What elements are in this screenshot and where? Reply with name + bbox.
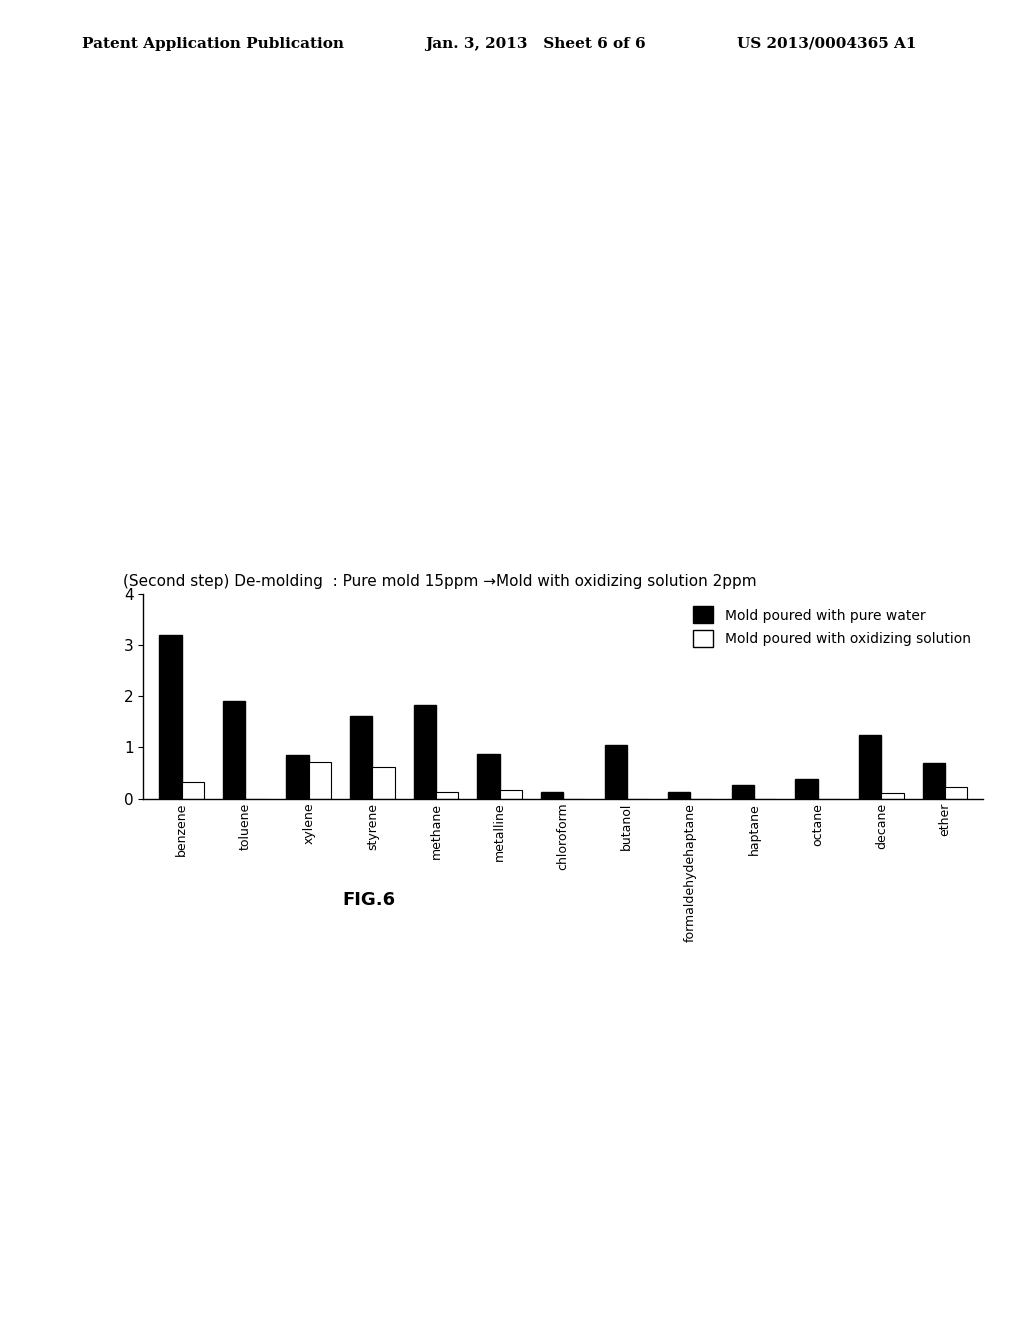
Bar (181, 783, 204, 799)
Bar (477, 754, 500, 799)
Bar (287, 755, 309, 799)
Bar (500, 789, 522, 799)
Text: Patent Application Publication: Patent Application Publication (82, 37, 344, 51)
Text: (Second step) De-molding  : Pure mold 15ppm →Mold with oxidizing solution 2ppm: (Second step) De-molding : Pure mold 15p… (123, 574, 757, 589)
Legend: Mold poured with pure water, Mold poured with oxidizing solution: Mold poured with pure water, Mold poured… (687, 601, 976, 653)
Bar (604, 744, 627, 799)
Bar (160, 635, 181, 799)
Bar (223, 701, 245, 799)
Bar (732, 785, 754, 799)
Bar (668, 792, 690, 799)
Bar (414, 705, 436, 799)
Bar (945, 787, 967, 799)
Bar (350, 715, 373, 799)
Bar (859, 735, 882, 799)
Bar (373, 767, 394, 799)
Text: FIG.6: FIG.6 (342, 891, 395, 909)
Bar (436, 792, 459, 799)
Bar (882, 793, 903, 799)
Text: Jan. 3, 2013   Sheet 6 of 6: Jan. 3, 2013 Sheet 6 of 6 (425, 37, 645, 51)
Bar (309, 762, 331, 799)
Bar (541, 792, 563, 799)
Text: US 2013/0004365 A1: US 2013/0004365 A1 (737, 37, 916, 51)
Bar (796, 779, 817, 799)
Bar (923, 763, 945, 799)
